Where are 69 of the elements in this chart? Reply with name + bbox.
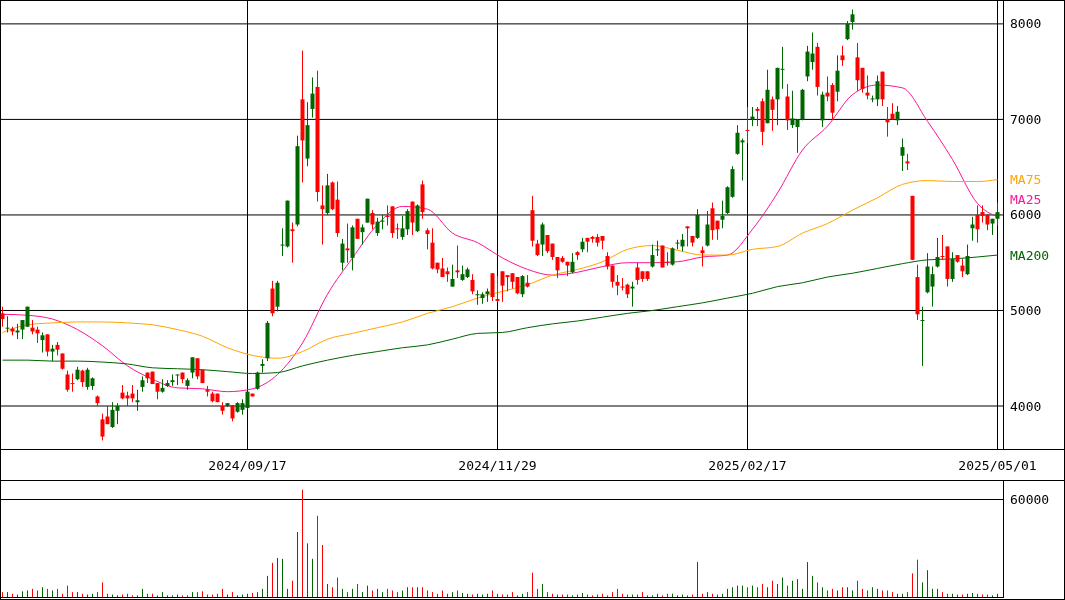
y-tick-label: 7000 [1010,111,1042,127]
candlestick [745,106,750,144]
candlestick [410,201,415,236]
candlestick [425,227,430,250]
candlestick [5,315,10,333]
candlestick [40,331,45,354]
candlestick [520,274,525,298]
candlestick [450,264,455,288]
candlestick [135,389,140,412]
candlestick [655,240,660,257]
candlestick [700,245,705,268]
candlestick [490,272,495,302]
x-tick-label: 2025/02/17 [708,457,787,473]
candlestick [290,222,295,264]
candlestick [470,273,475,295]
candlestick [175,373,180,386]
candlestick [840,45,845,67]
candlestick [835,54,840,102]
candlestick [995,202,1000,226]
candlestick [45,333,50,357]
y-tick-label: 60000 [1010,492,1050,508]
candlestick [850,9,855,31]
candlestick [895,105,900,126]
candlestick [495,275,500,303]
candlestick [885,106,890,138]
candlestick [380,214,385,230]
candlestick [695,208,700,240]
candlestick [275,280,280,312]
candlestick [920,306,925,367]
x-tick-label: 2024/11/29 [458,457,537,473]
y-tick-label: 6000 [1010,207,1042,223]
candlestick [900,138,905,172]
candlestick [930,266,935,308]
candlestick [630,281,635,308]
candlestick [370,209,375,230]
candlestick [170,373,175,387]
y-tick-label: 4000 [1010,398,1042,414]
candlestick [795,118,800,154]
candlestick [720,200,725,229]
candlestick [310,76,315,118]
candlestick [570,252,575,274]
candlestick [705,210,710,247]
candlestick [845,20,850,41]
x-tick-label: 2024/09/17 [208,457,287,473]
candlestick [615,274,620,296]
candlestick [685,225,690,247]
line-series [2,179,998,359]
candlestick [0,306,5,328]
candlestick [345,223,350,264]
candlestick [115,402,120,425]
y-tick-label: 8000 [1010,16,1042,32]
series-label: MA200 [1010,247,1050,263]
candlestick [865,74,870,100]
y-tick-label: 5000 [1010,303,1042,319]
candlestick [770,95,775,132]
candlestick [405,208,410,236]
candlestick [70,373,75,393]
candlestick [320,184,325,246]
series-label: MA25 [1010,192,1042,208]
candlestick [670,246,675,267]
candlestick [360,224,365,246]
candlestick [340,238,345,271]
candlestick [875,74,880,107]
candlestick [455,245,460,279]
candlestick [540,222,545,257]
series-label: MA75 [1010,172,1042,188]
candlestick [375,217,380,237]
x-tick-label: 2025/05/01 [958,457,1037,473]
candlestick [785,83,790,131]
